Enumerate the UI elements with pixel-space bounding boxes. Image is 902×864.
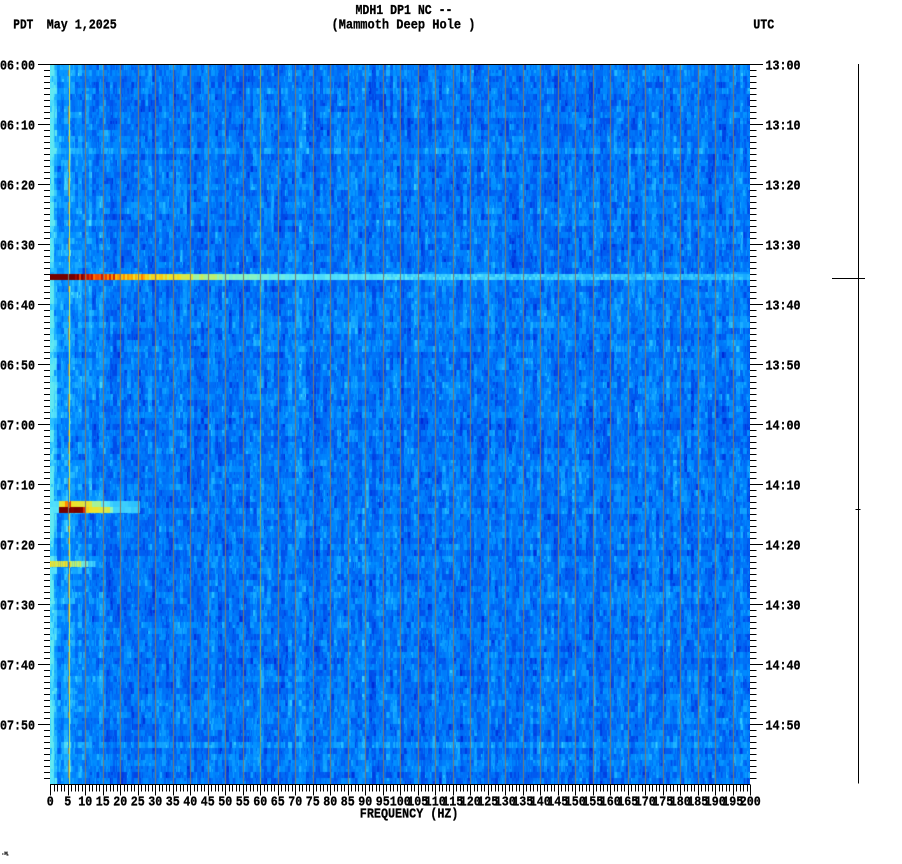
svg-text:07:20: 07:20: [0, 539, 35, 554]
svg-text:160: 160: [600, 795, 621, 810]
svg-text:130: 130: [495, 795, 516, 810]
svg-text:07:00: 07:00: [0, 419, 35, 434]
svg-text:30: 30: [148, 795, 162, 810]
svg-text:35: 35: [166, 795, 180, 810]
svg-text:190: 190: [705, 795, 726, 810]
svg-text:06:40: 06:40: [0, 299, 35, 314]
svg-text:125: 125: [477, 795, 498, 810]
svg-text:45: 45: [201, 795, 215, 810]
svg-text:85: 85: [341, 795, 355, 810]
svg-text:90: 90: [358, 795, 372, 810]
svg-text:100: 100: [390, 795, 411, 810]
svg-text:07:10: 07:10: [0, 479, 35, 494]
svg-text:13:30: 13:30: [766, 239, 801, 254]
svg-text:25: 25: [131, 795, 145, 810]
svg-text:135: 135: [512, 795, 533, 810]
svg-text:06:50: 06:50: [0, 359, 35, 374]
svg-text:170: 170: [635, 795, 656, 810]
svg-text:75: 75: [306, 795, 320, 810]
svg-text:14:50: 14:50: [766, 719, 801, 734]
svg-text:20: 20: [113, 795, 127, 810]
svg-text:195: 195: [722, 795, 743, 810]
svg-text:5: 5: [64, 795, 71, 810]
svg-text:165: 165: [617, 795, 638, 810]
svg-text:13:20: 13:20: [766, 179, 801, 194]
svg-text:06:00: 06:00: [0, 59, 35, 74]
svg-text:115: 115: [442, 795, 463, 810]
svg-text:15: 15: [96, 795, 110, 810]
svg-text:UTC: UTC: [753, 18, 774, 33]
svg-text:50: 50: [218, 795, 232, 810]
svg-text:PDT: PDT: [13, 18, 33, 33]
svg-text:145: 145: [547, 795, 568, 810]
svg-text:14:30: 14:30: [766, 599, 801, 614]
svg-text:175: 175: [652, 795, 673, 810]
svg-text:13:10: 13:10: [766, 119, 801, 134]
svg-text:May 1,2025: May 1,2025: [47, 18, 117, 33]
svg-text:07:30: 07:30: [0, 599, 35, 614]
svg-text:14:00: 14:00: [766, 419, 801, 434]
svg-text:150: 150: [565, 795, 586, 810]
svg-text:110: 110: [425, 795, 446, 810]
svg-text:70: 70: [288, 795, 302, 810]
svg-text:06:10: 06:10: [0, 119, 35, 134]
svg-text:80: 80: [323, 795, 337, 810]
svg-text:14:10: 14:10: [766, 479, 801, 494]
svg-text:105: 105: [407, 795, 428, 810]
svg-text:13:00: 13:00: [766, 59, 801, 74]
svg-text:95: 95: [376, 795, 390, 810]
svg-text:180: 180: [670, 795, 691, 810]
svg-text:40: 40: [183, 795, 197, 810]
svg-text:55: 55: [236, 795, 250, 810]
svg-text:06:20: 06:20: [0, 179, 35, 194]
svg-text:60: 60: [253, 795, 267, 810]
svg-text:07:40: 07:40: [0, 659, 35, 674]
svg-text:07:50: 07:50: [0, 719, 35, 734]
svg-text:10: 10: [78, 795, 92, 810]
svg-text:13:50: 13:50: [766, 359, 801, 374]
svg-text:14:40: 14:40: [766, 659, 801, 674]
svg-text:MDH1 DP1 NC --: MDH1 DP1 NC --: [356, 4, 453, 19]
svg-text:65: 65: [271, 795, 285, 810]
svg-text:140: 140: [530, 795, 551, 810]
svg-text:120: 120: [460, 795, 481, 810]
svg-text:155: 155: [582, 795, 603, 810]
svg-text:14:20: 14:20: [766, 539, 801, 554]
svg-text:13:40: 13:40: [766, 299, 801, 314]
svg-text:FREQUENCY (HZ): FREQUENCY (HZ): [360, 808, 459, 823]
svg-text:06:30: 06:30: [0, 239, 35, 254]
svg-text:185: 185: [687, 795, 708, 810]
svg-text:(Mammoth Deep Hole ): (Mammoth Deep Hole ): [332, 18, 476, 33]
svg-text:200: 200: [740, 795, 761, 810]
svg-text:0: 0: [47, 795, 54, 810]
